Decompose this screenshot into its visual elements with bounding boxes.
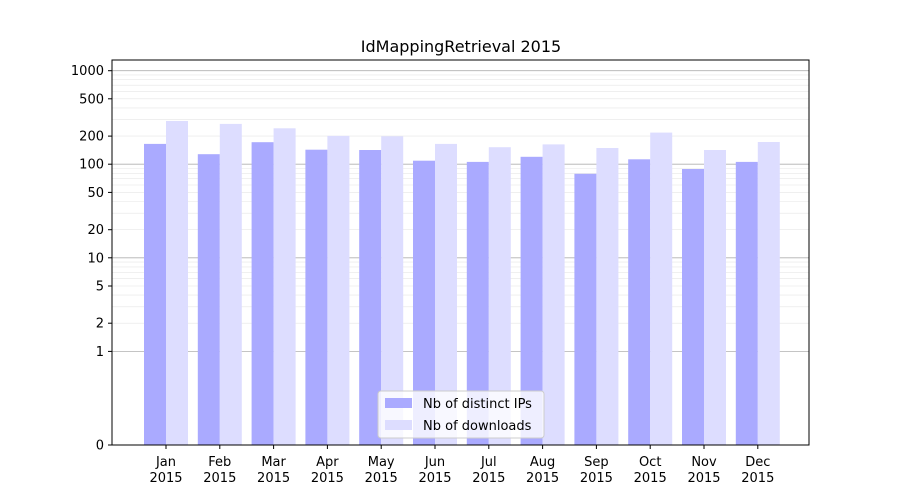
bar-distinct-ips [413,160,435,445]
bar-distinct-ips [735,161,758,445]
legend-swatch-downloads [385,420,412,430]
bar-downloads [650,132,673,445]
bar-downloads [757,142,780,445]
bar-downloads [273,128,296,446]
plot-frame [111,59,810,446]
bar-distinct-ips [466,161,489,445]
x-tick-label: Oct 2015 [634,455,667,486]
bar-distinct-ips [574,173,597,446]
x-tick-label: Jul 2015 [472,455,505,486]
bar-distinct-ips [251,142,274,445]
bar-downloads [542,144,565,445]
legend-label-downloads: Nb of downloads [423,419,532,434]
x-tick-label: Aug 2015 [526,455,559,486]
bar-downloads [704,150,726,445]
y-tick-label: 10 [87,251,104,266]
y-tick-label: 200 [79,130,104,145]
x-tick-label: Jun 2015 [418,455,451,486]
y-tick-label: 20 [87,223,104,238]
y-tick-label: 2 [96,317,104,332]
y-tick-label: 0 [96,439,104,454]
x-tick-label: Jan 2015 [149,455,182,486]
bar-distinct-ips [628,159,651,446]
y-tick-label: 1000 [71,64,104,79]
bar-downloads [596,148,619,445]
legend-label-distinct-ips: Nb of distinct IPs [423,397,532,412]
bar-downloads [435,143,457,445]
x-tick-label: Feb 2015 [203,455,236,486]
legend-box [377,390,545,439]
x-tick-label: Nov 2015 [687,455,720,486]
y-tick-label: 5 [96,280,104,295]
x-tick-label: Apr 2015 [311,455,344,486]
x-tick-label: Dec 2015 [741,455,774,486]
y-axis: 0 1 2 5 10 20 50 100 200 500 1000 [71,64,112,454]
y-tick-label: 100 [79,158,104,173]
bar-downloads [381,136,404,446]
bar-downloads [327,135,350,445]
legend-swatch-distinct-ips [385,398,412,408]
y-tick-label: 1 [96,345,104,360]
bar-downloads [166,121,188,445]
y-tick-label: 50 [87,186,104,201]
bar-downloads [219,123,242,446]
x-axis: Jan 2015 Feb 2015 Mar 2015 Apr 2015 May 2015 Jun 20… [149,445,774,486]
bar-downloads [488,147,511,445]
x-tick-label: Mar 2015 [257,455,290,486]
x-tick-label: May 2015 [365,455,398,486]
chart-title: IdMappingRetrieval 2015 [361,37,561,56]
x-tick-label: Sep 2015 [580,455,613,486]
bar-distinct-ips [305,149,328,445]
bar-distinct-ips [520,156,543,446]
bar-distinct-ips [197,154,220,445]
bar-distinct-ips [144,143,166,445]
bar-distinct-ips [359,150,382,445]
legend: Nb of distinct IPs Nb of downloads [377,390,545,439]
y-tick-label: 500 [79,92,104,107]
bars [144,121,780,446]
bar-distinct-ips [682,169,704,445]
